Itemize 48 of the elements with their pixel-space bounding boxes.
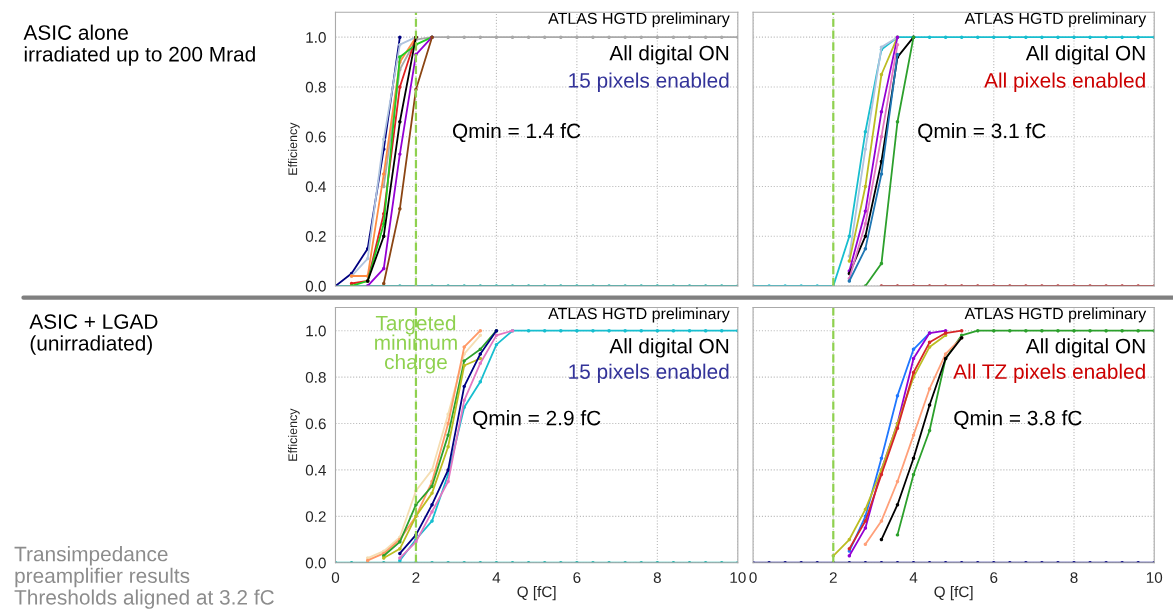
x-tick-label: 8 — [653, 572, 661, 583]
annotation: All digital ON — [609, 338, 729, 358]
y-tick-label: 0.2 — [305, 511, 326, 523]
annotation: Qmin = 3.8 fC — [954, 410, 1082, 430]
x-tick-label: 4 — [909, 572, 918, 583]
annotation: Qmin = 3.1 fC — [918, 123, 1046, 143]
annotation: Qmin = 1.4 fC — [452, 123, 581, 143]
annotation: ATLAS HGTD preliminary — [964, 307, 1147, 323]
annotation: All pixels enabled — [984, 72, 1145, 92]
annotation: ATLAS HGTD preliminary — [548, 307, 730, 323]
text: ASIC alone irradiated up to 200 Mrad — [23, 24, 255, 66]
x-tick-label: 6 — [573, 572, 581, 583]
y-axis-title: Efficiency — [288, 408, 300, 461]
y-tick-label: 0.4 — [305, 464, 327, 476]
annotation: 15 pixels enabled — [569, 72, 729, 92]
y-tick-label: 0.0 — [305, 280, 326, 292]
x-tick-label: 0 — [331, 572, 340, 583]
y-tick-label: 0.6 — [305, 418, 326, 430]
x-tick-label: 2 — [829, 572, 837, 583]
x-tick-label: 10 — [730, 572, 746, 583]
y-tick-label: 0.2 — [305, 231, 326, 242]
annotation: All digital ON — [1025, 45, 1145, 65]
x-tick-label: 6 — [990, 572, 998, 583]
x-axis-title: Q [fC] — [934, 585, 973, 601]
x-tick-label: 8 — [1070, 572, 1078, 583]
y-tick-label: 0.8 — [305, 371, 326, 383]
x-tick-label: 0 — [749, 572, 757, 583]
text: Transimpedance preamplifier results Thresholds aligned at 3.2 fC — [14, 546, 274, 609]
y-tick-label: 0.4 — [305, 181, 327, 193]
y-axis-title: Efficiency — [288, 122, 300, 175]
y-tick-label: 1.0 — [306, 32, 326, 43]
annotation: Qmin = 2.9 fC — [473, 410, 601, 430]
x-axis-title: Q [fC] — [517, 585, 556, 601]
x-tick-label: 10 — [1146, 572, 1163, 583]
y-tick-label: 1.0 — [306, 325, 326, 337]
ref-line-label: Targeted minimum charge — [375, 315, 457, 374]
x-tick-label: 2 — [412, 572, 420, 583]
annotation: All digital ON — [609, 45, 729, 65]
annotation: ATLAS HGTD preliminary — [548, 12, 730, 28]
y-tick-label: 0.6 — [305, 131, 326, 143]
annotation: ATLAS HGTD preliminary — [964, 12, 1147, 28]
annotation: All digital ON — [1025, 338, 1145, 358]
x-tick-label: 4 — [492, 572, 501, 583]
text: ASIC + LGAD (unirradiated) — [29, 314, 158, 355]
y-tick-label: 0.0 — [305, 557, 326, 569]
annotation: 15 pixels enabled — [569, 363, 729, 384]
y-tick-label: 0.8 — [305, 81, 326, 93]
annotation: All TZ pixels enabled — [953, 363, 1145, 384]
